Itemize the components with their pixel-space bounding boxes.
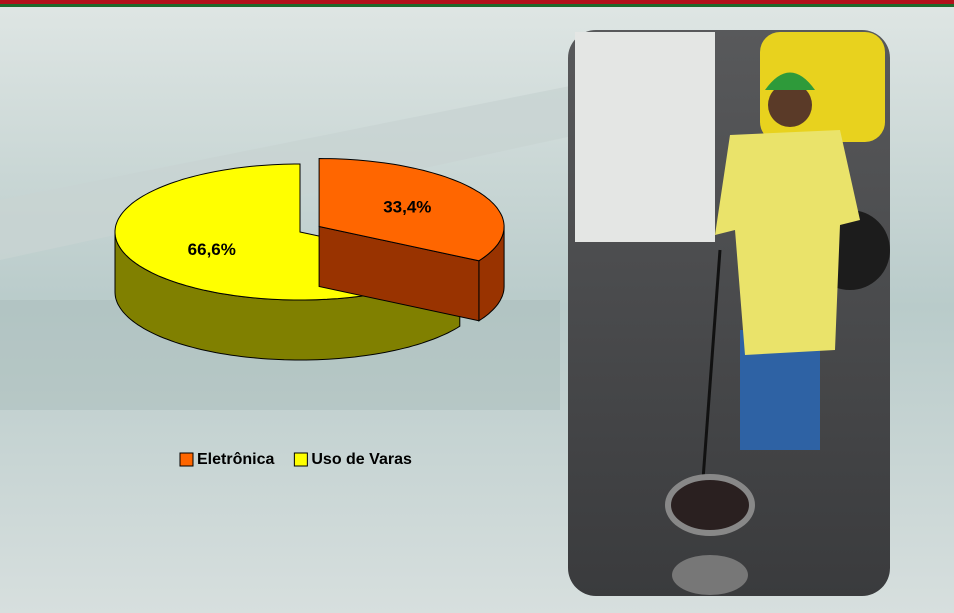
legend-label: Uso de Varas bbox=[311, 451, 412, 468]
photo-truck bbox=[575, 32, 715, 242]
legend-swatch bbox=[179, 452, 194, 467]
photo-helmet bbox=[765, 72, 815, 90]
top-bar-green bbox=[0, 4, 954, 7]
top-bar-red bbox=[0, 0, 954, 4]
data-label: 66,6% bbox=[188, 240, 236, 259]
legend-label: Eletrônica bbox=[197, 451, 274, 468]
pie-slice-group: 33,4% bbox=[318, 157, 505, 322]
photo-lid bbox=[672, 555, 748, 595]
legend-swatch bbox=[293, 452, 308, 467]
photo-shirt bbox=[715, 130, 860, 355]
photo-head bbox=[768, 83, 812, 127]
photo-manhole bbox=[665, 474, 755, 536]
pie-slice bbox=[318, 157, 505, 262]
data-label: 33,4% bbox=[383, 197, 431, 216]
photo bbox=[568, 30, 890, 596]
